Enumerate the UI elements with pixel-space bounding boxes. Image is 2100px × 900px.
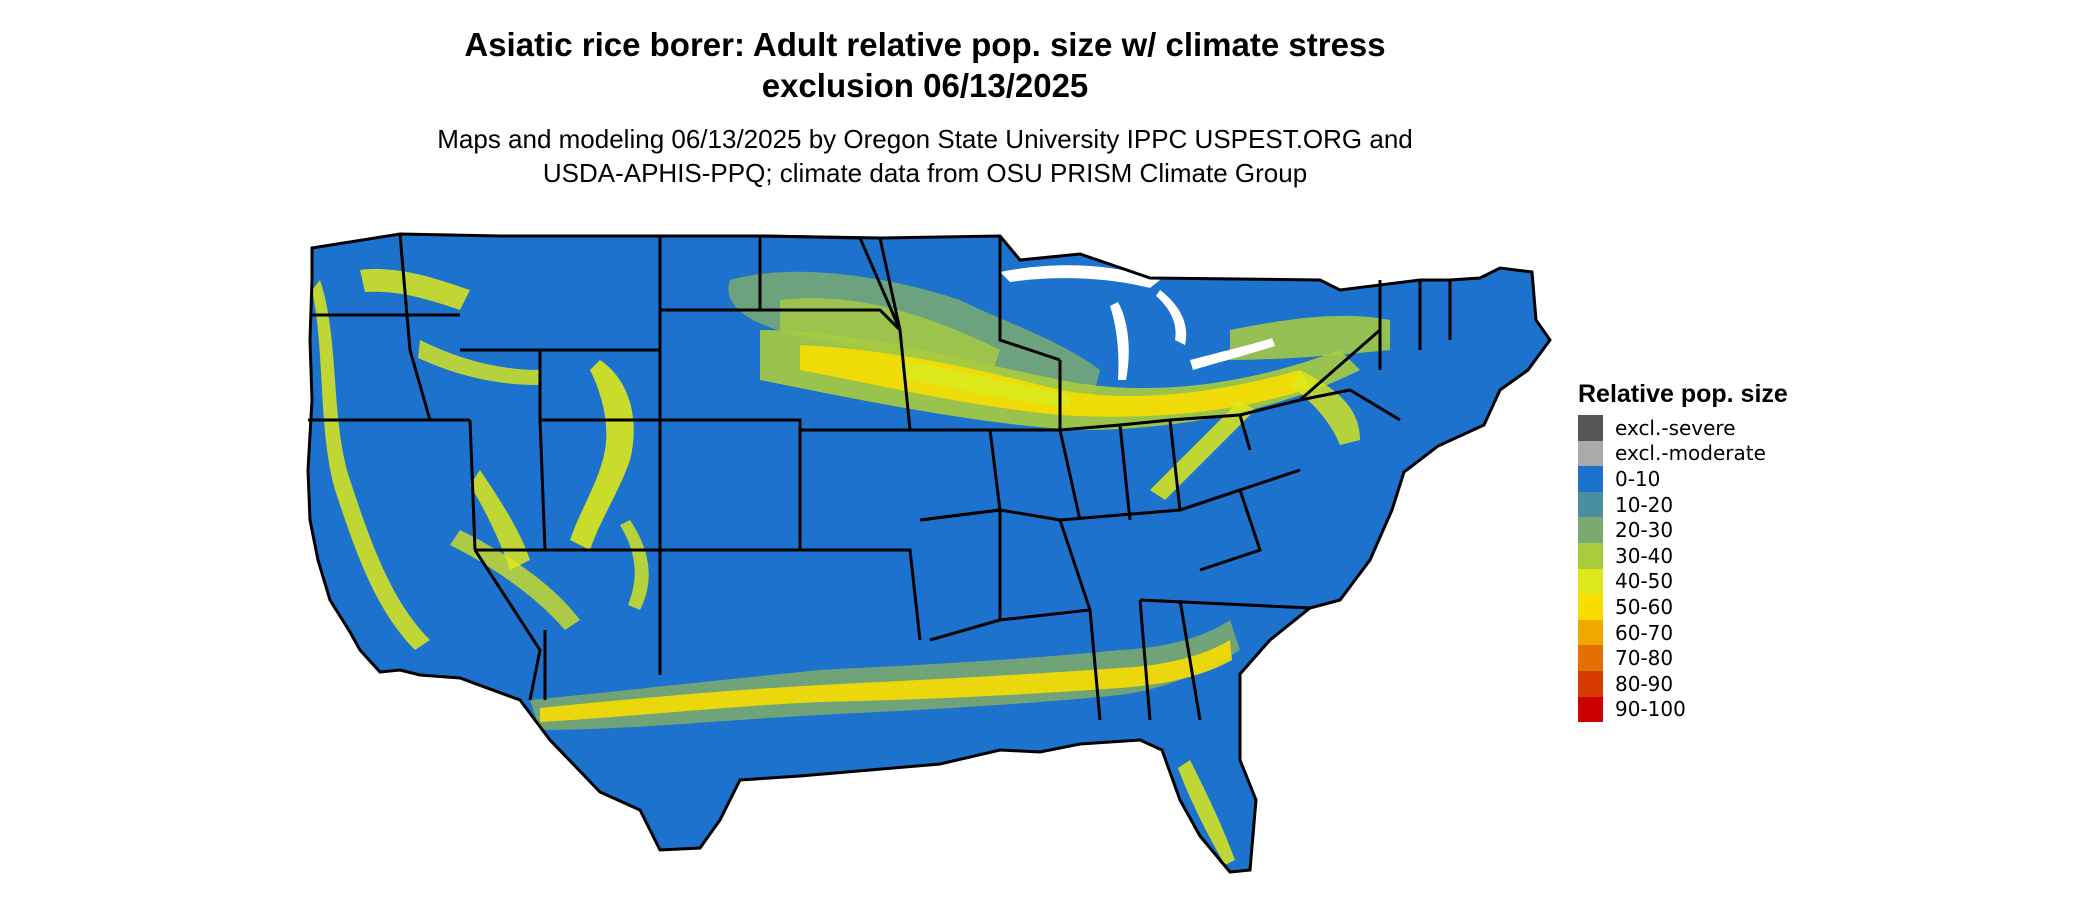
map-title: Asiatic rice borer: Adult relative pop. … xyxy=(300,24,1550,106)
legend-label: excl.-moderate xyxy=(1615,441,1766,466)
lake-huron xyxy=(1156,290,1187,345)
legend-item: excl.-moderate xyxy=(1578,440,1788,467)
legend-swatch xyxy=(1578,568,1603,595)
title-line-2: exclusion 06/13/2025 xyxy=(761,67,1089,104)
legend-label: 60-70 xyxy=(1615,620,1674,645)
legend: Relative pop. size excl.-severe excl.-mod… xyxy=(1578,380,1788,723)
legend-label: 80-90 xyxy=(1615,671,1674,696)
legend-label: 10-20 xyxy=(1615,492,1674,517)
legend-items: excl.-severe excl.-moderate 0-10 10-20 20-30… xyxy=(1578,415,1788,723)
legend-item: 40-50 xyxy=(1578,568,1788,595)
legend-label: 40-50 xyxy=(1615,569,1674,594)
legend-item: 70-80 xyxy=(1578,645,1788,671)
legend-label: 20-30 xyxy=(1615,518,1674,543)
legend-label: excl.-severe xyxy=(1615,415,1736,440)
legend-swatch xyxy=(1578,645,1603,671)
legend-swatch xyxy=(1578,670,1603,697)
us-population-map xyxy=(306,232,1552,874)
legend-swatch xyxy=(1578,491,1603,518)
legend-label: 30-40 xyxy=(1615,543,1674,568)
lake-superior xyxy=(1000,265,1160,288)
legend-item: 10-20 xyxy=(1578,491,1788,518)
legend-item: 90-100 xyxy=(1578,696,1788,723)
subtitle-line-1: Maps and modeling 06/13/2025 by Oregon S… xyxy=(437,124,1413,154)
population-zones xyxy=(312,269,1390,865)
legend-swatch xyxy=(1578,415,1603,441)
legend-item: 30-40 xyxy=(1578,542,1788,569)
legend-item: 0-10 xyxy=(1578,466,1788,492)
legend-label: 50-60 xyxy=(1615,594,1674,619)
state-boundaries xyxy=(306,232,1552,874)
legend-item: 60-70 xyxy=(1578,619,1788,646)
legend-item: 80-90 xyxy=(1578,670,1788,697)
lake-erie xyxy=(1190,338,1275,370)
legend-label: 90-100 xyxy=(1615,697,1686,722)
title-line-1: Asiatic rice borer: Adult relative pop. … xyxy=(464,26,1386,63)
legend-item: 50-60 xyxy=(1578,594,1788,620)
map-subtitle: Maps and modeling 06/13/2025 by Oregon S… xyxy=(300,122,1550,190)
legend-item: 20-30 xyxy=(1578,517,1788,543)
subtitle-line-2: USDA-APHIS-PPQ; climate data from OSU PR… xyxy=(542,158,1308,188)
legend-swatch xyxy=(1578,696,1603,723)
legend-swatch xyxy=(1578,594,1603,620)
legend-swatch xyxy=(1578,542,1603,569)
legend-item: excl.-severe xyxy=(1578,415,1788,441)
legend-title: Relative pop. size xyxy=(1578,380,1788,408)
legend-label: 70-80 xyxy=(1615,646,1674,671)
legend-swatch xyxy=(1578,440,1603,467)
legend-swatch xyxy=(1578,466,1603,492)
lake-michigan xyxy=(1110,302,1129,380)
legend-swatch xyxy=(1578,517,1603,543)
legend-label: 0-10 xyxy=(1615,466,1661,491)
legend-swatch xyxy=(1578,619,1603,646)
